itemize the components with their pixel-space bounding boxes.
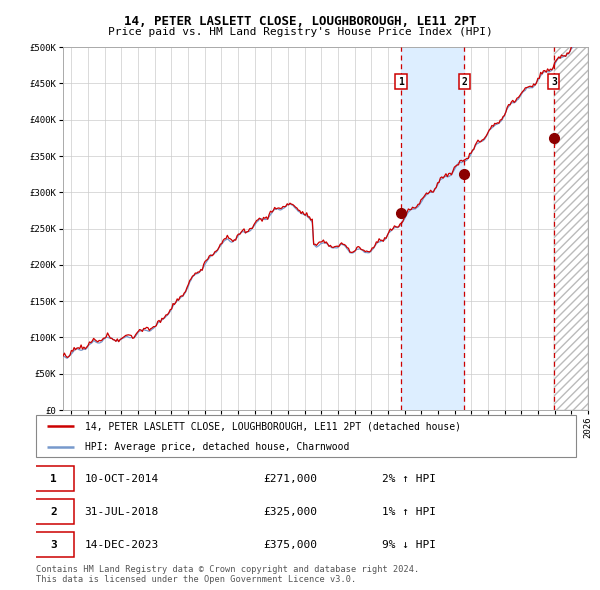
- Bar: [554, 47, 588, 410]
- Text: 2% ↑ HPI: 2% ↑ HPI: [382, 474, 436, 484]
- Text: Contains HM Land Registry data © Crown copyright and database right 2024.: Contains HM Land Registry data © Crown c…: [36, 565, 419, 574]
- Text: 3: 3: [551, 77, 557, 87]
- Bar: [401, 47, 464, 410]
- Text: 14-DEC-2023: 14-DEC-2023: [85, 540, 159, 550]
- Text: 31-JUL-2018: 31-JUL-2018: [85, 507, 159, 517]
- Text: £271,000: £271,000: [263, 474, 317, 484]
- Text: 2: 2: [461, 77, 467, 87]
- Text: 14, PETER LASLETT CLOSE, LOUGHBOROUGH, LE11 2PT: 14, PETER LASLETT CLOSE, LOUGHBOROUGH, L…: [124, 15, 476, 28]
- FancyBboxPatch shape: [36, 415, 576, 457]
- Text: 9% ↓ HPI: 9% ↓ HPI: [382, 540, 436, 550]
- Text: Price paid vs. HM Land Registry's House Price Index (HPI): Price paid vs. HM Land Registry's House …: [107, 27, 493, 37]
- Text: 1: 1: [398, 77, 404, 87]
- Text: 1% ↑ HPI: 1% ↑ HPI: [382, 507, 436, 517]
- Text: 14, PETER LASLETT CLOSE, LOUGHBOROUGH, LE11 2PT (detached house): 14, PETER LASLETT CLOSE, LOUGHBOROUGH, L…: [85, 421, 461, 431]
- Text: 2: 2: [50, 507, 57, 517]
- Text: 3: 3: [50, 540, 57, 550]
- Text: HPI: Average price, detached house, Charnwood: HPI: Average price, detached house, Char…: [85, 442, 349, 451]
- FancyBboxPatch shape: [34, 466, 74, 491]
- Text: 10-OCT-2014: 10-OCT-2014: [85, 474, 159, 484]
- Text: 1: 1: [50, 474, 57, 484]
- Text: £325,000: £325,000: [263, 507, 317, 517]
- FancyBboxPatch shape: [34, 499, 74, 525]
- Text: This data is licensed under the Open Government Licence v3.0.: This data is licensed under the Open Gov…: [36, 575, 356, 584]
- Bar: [554, 47, 588, 410]
- Text: £375,000: £375,000: [263, 540, 317, 550]
- FancyBboxPatch shape: [34, 532, 74, 557]
